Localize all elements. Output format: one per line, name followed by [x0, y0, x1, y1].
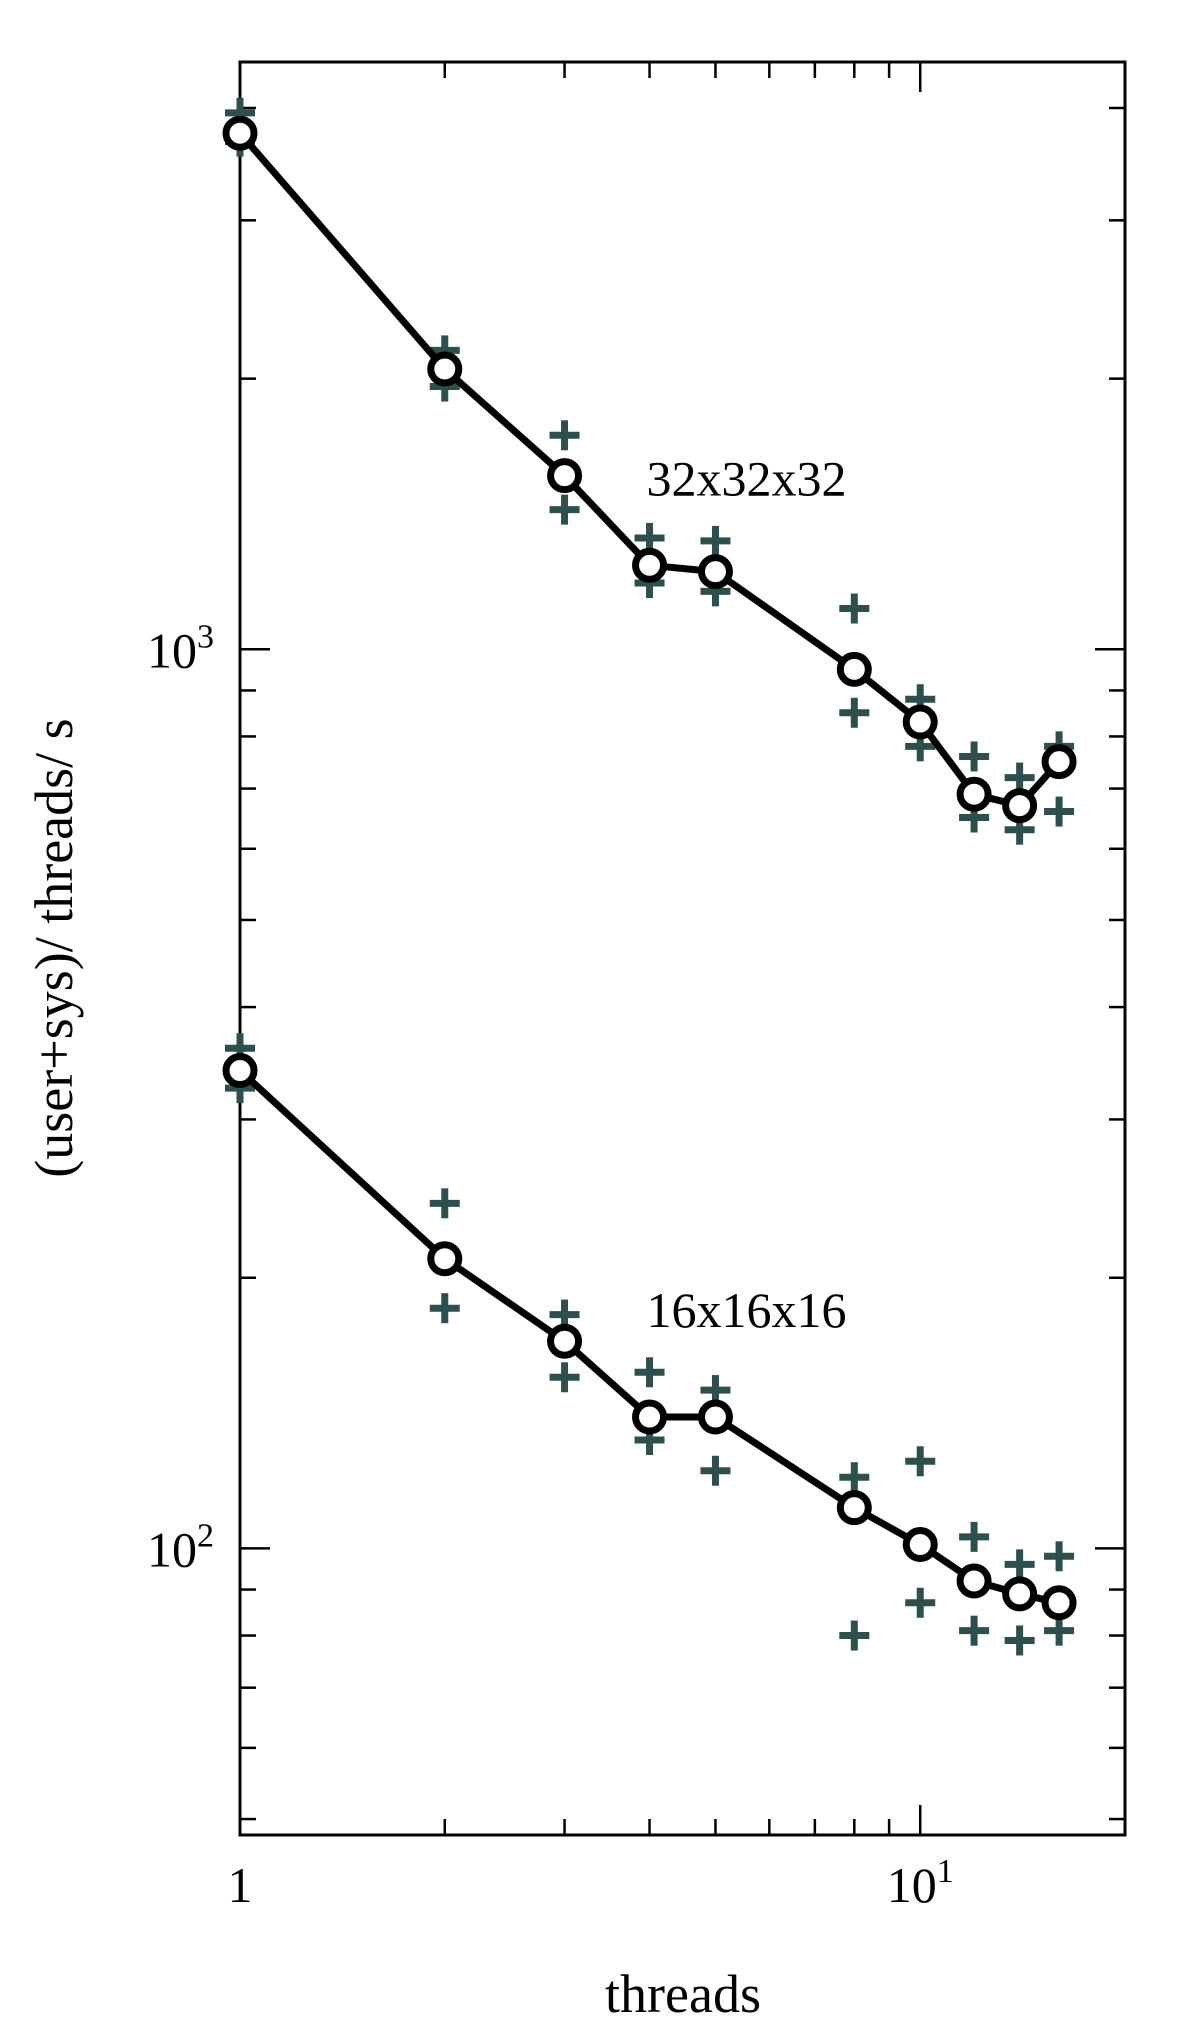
series-annotation: 32x32x32	[647, 451, 847, 507]
circle-marker	[1041, 744, 1077, 780]
circle-marker	[902, 704, 938, 740]
circle-marker	[547, 1323, 583, 1359]
series-annotation: 16x16x16	[647, 1282, 847, 1338]
series-line	[237, 1067, 1060, 1607]
circle-marker	[547, 458, 583, 494]
circle-marker	[836, 1490, 872, 1526]
circle-marker	[427, 351, 463, 387]
circle-marker	[956, 1563, 992, 1599]
circle-marker	[632, 547, 668, 583]
circle-marker	[697, 554, 733, 590]
circle-marker	[222, 1053, 258, 1089]
x-tick-label: 1	[228, 1857, 253, 1913]
circle-marker	[427, 1241, 463, 1277]
circle-marker	[1002, 788, 1038, 824]
label-layer: 1 101 102 103 32x32x32 16x16x16	[147, 451, 954, 1913]
series-line	[237, 130, 1062, 810]
plot-frame	[238, 60, 1127, 1837]
y-tick-label: 102	[147, 1517, 214, 1577]
x-tick-label: 101	[887, 1853, 954, 1913]
series-1	[222, 97, 1077, 845]
circle-marker	[697, 1399, 733, 1435]
circle-marker	[956, 776, 992, 812]
y-axis-label: (user+sys)/ threads/ s	[24, 718, 84, 1177]
axis-ticks	[240, 62, 1125, 1835]
circle-marker	[902, 1527, 938, 1563]
circle-marker	[632, 1399, 668, 1435]
circle-marker	[1002, 1576, 1038, 1612]
circle-marker	[1041, 1585, 1077, 1621]
series-layer	[222, 97, 1077, 1656]
circle-marker	[836, 651, 872, 687]
y-tick-label: 103	[147, 618, 214, 678]
series-2	[222, 1033, 1077, 1656]
circle-marker	[222, 115, 258, 151]
x-axis-label: threads	[605, 1964, 761, 2024]
